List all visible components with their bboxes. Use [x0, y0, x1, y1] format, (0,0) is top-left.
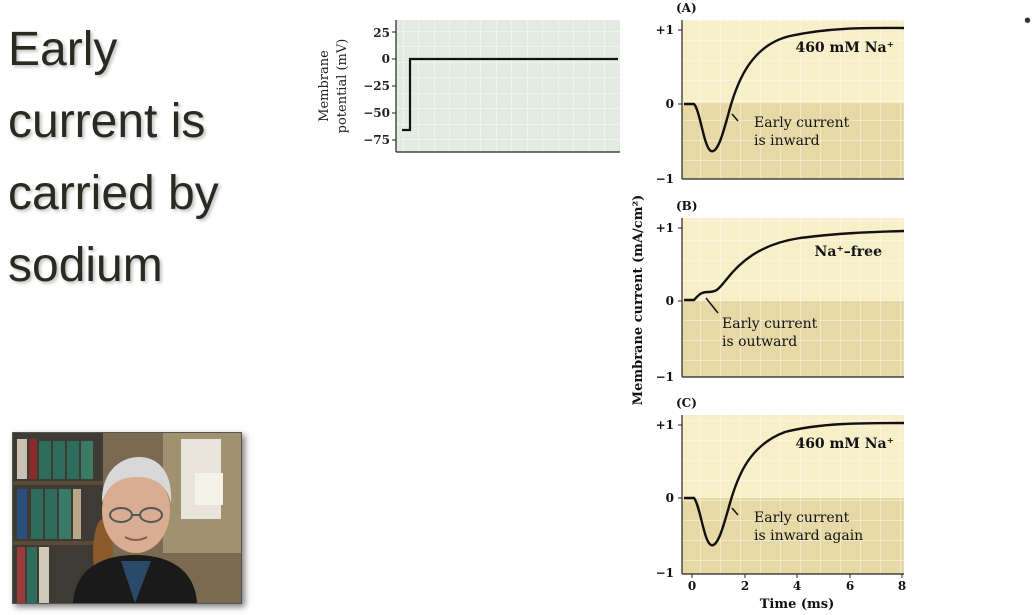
panel-a-annotation-1: Early current [754, 115, 850, 131]
panel-a-ytick-0: 0 [666, 97, 674, 111]
voltage-ytick-0: 0 [382, 52, 390, 66]
voltage-ytick-m50: −50 [363, 106, 390, 120]
voltage-ylabel-2: potential (mV) [335, 39, 350, 134]
voltage-ytick-25: 25 [373, 26, 390, 40]
panel-b-annotation-1: Early current [722, 316, 818, 332]
voltage-trace [402, 57, 618, 132]
panel-a-ytick-m1: −1 [656, 172, 674, 186]
x-axis-label: Time (ms) [760, 597, 835, 612]
panel-b-annotation-2: is outward [722, 334, 797, 350]
voltage-ylabel-1: Membrane [317, 50, 332, 122]
xtick-0: 0 [688, 579, 696, 593]
y-axis-label: Membrane current (mA/cm²) [631, 195, 646, 406]
xtick-6: 6 [846, 579, 854, 593]
voltage-ytick-m75: −75 [363, 133, 390, 147]
xtick-4: 4 [793, 579, 801, 593]
panel-a-annotation-2: is inward [754, 133, 820, 149]
panel-c-ytick-m1: −1 [656, 566, 674, 580]
title-line-4: sodium [8, 239, 163, 292]
panel-b-ytick-m1: −1 [656, 370, 674, 384]
panel-c-annotation-1: Early current [754, 510, 850, 526]
panel-b: (B) Na⁺–free Early current is outward +1… [656, 199, 905, 384]
panel-b-ytick-0: 0 [666, 294, 674, 308]
xtick-2: 2 [741, 579, 749, 593]
presenter-webcam [12, 432, 242, 604]
panel-b-ytick-p1: +1 [656, 221, 674, 235]
slide-title: Early current is carried by sodium [8, 14, 308, 302]
voltage-ytick-m25: −25 [363, 79, 390, 93]
panel-c-trace [684, 421, 905, 547]
bullet-marker: • [1024, 10, 1032, 32]
panel-c-condition: 460 mM Na⁺ [795, 436, 894, 452]
panel-b-condition: Na⁺–free [815, 244, 883, 260]
panel-b-trace [684, 229, 905, 302]
voltage-plot: 25 0 −25 −50 −75 Membrane potential (mV) [317, 20, 620, 153]
panel-a: (A) 460 mM Na⁺ Early current is inward +… [656, 1, 905, 186]
panel-c-label: (C) [676, 396, 697, 410]
panel-a-label: (A) [676, 1, 697, 15]
xtick-8: 8 [898, 579, 906, 593]
title-line-3: carried by [8, 167, 219, 220]
panel-a-ytick-p1: +1 [656, 23, 674, 37]
title-line-1: Early [8, 23, 118, 76]
panel-b-label: (B) [676, 199, 698, 213]
webcam-scene [13, 433, 241, 603]
title-line-2: current is [8, 95, 206, 148]
panel-c-ytick-0: 0 [666, 491, 674, 505]
panel-c: (C) 460 mM Na⁺ Early current is inward a… [656, 396, 905, 580]
panel-c-ytick-p1: +1 [656, 418, 674, 432]
panel-a-condition: 460 mM Na⁺ [795, 40, 894, 56]
panel-a-trace [684, 26, 905, 153]
panel-c-annotation-2: is inward again [754, 528, 863, 544]
